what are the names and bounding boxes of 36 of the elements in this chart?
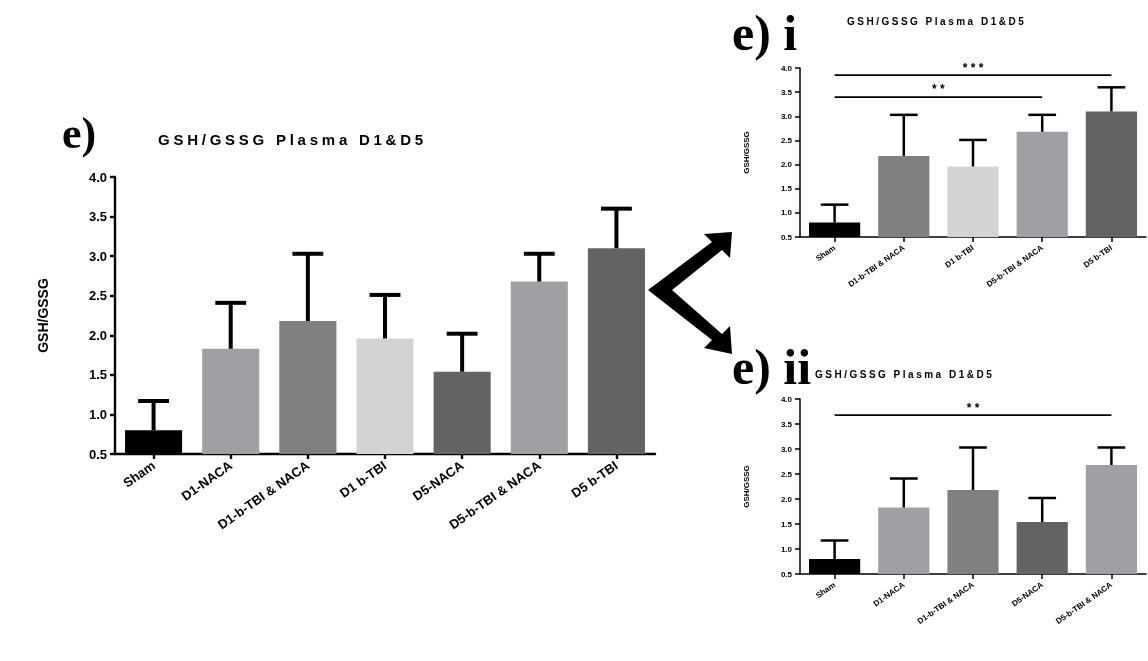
y-tick-label: 3.0 [780, 111, 793, 121]
text: e) [62, 109, 97, 158]
y-tick-label: 3.5 [780, 419, 793, 429]
ref-line-label: * * [932, 82, 946, 97]
y-tick-label: 3.0 [780, 444, 793, 454]
y-tick-label: 1.5 [88, 367, 107, 383]
y-tick-label: 1.0 [780, 208, 793, 218]
chart-title: GSH/GSSG Plasma D1&D5 [847, 16, 1027, 27]
y-tick-label: 2.0 [88, 327, 107, 343]
text: e) ii [732, 339, 812, 395]
text: e) i [732, 5, 798, 61]
y-tick-label: 2.5 [88, 288, 107, 304]
y-tick-label: 3.0 [88, 248, 107, 264]
ref-line-label: * * * [962, 61, 984, 76]
ref-line-label: * * [966, 400, 980, 415]
y-tick-label: 4.0 [780, 63, 793, 73]
y-tick-label: 0.5 [780, 569, 793, 579]
y-tick-label: 1.5 [780, 519, 793, 529]
y-tick-label: 3.5 [780, 87, 793, 97]
y-tick-label: 1.5 [780, 184, 793, 194]
y-tick-label: 3.5 [88, 209, 107, 225]
y-tick-label: 1.0 [780, 544, 793, 554]
y-tick-label: 2.5 [780, 469, 793, 479]
y-tick-label: 1.0 [88, 406, 107, 422]
y-axis-title: GSH/GSSG [741, 131, 751, 174]
chart-title: GSH/GSSG Plasma D1&D5 [815, 369, 995, 380]
y-axis-title: GSH/GSSG [35, 278, 51, 353]
y-tick-label: 2.0 [780, 494, 793, 504]
y-tick-label: 4.0 [780, 394, 793, 404]
y-tick-label: 0.5 [780, 232, 793, 242]
y-tick-label: 2.5 [780, 135, 793, 145]
y-tick-label: 4.0 [88, 169, 107, 185]
y-tick-label: 2.0 [780, 160, 793, 170]
y-axis-title: GSH/GSSG [741, 465, 751, 508]
chart-title: GSH/GSSG Plasma D1&D5 [158, 131, 427, 148]
y-tick-label: 0.5 [88, 446, 107, 462]
